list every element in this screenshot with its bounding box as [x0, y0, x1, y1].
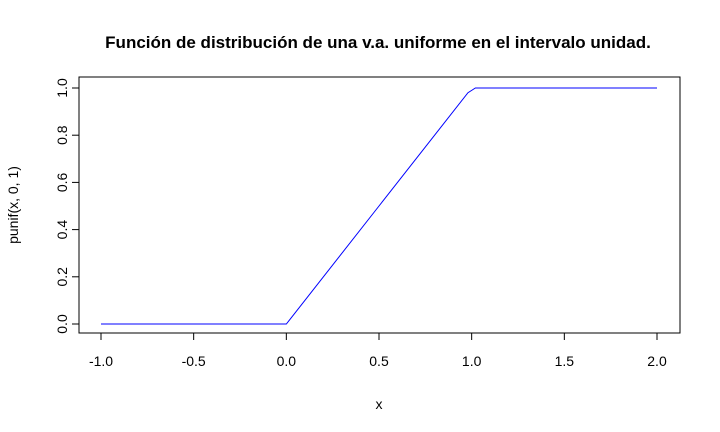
y-axis-label: punif(x, 0, 1): [5, 166, 21, 244]
x-axis: -1.0 -0.5 0.0 0.5 1.0 1.5 2.0: [89, 332, 667, 369]
x-tick-label: 1.0: [462, 353, 482, 369]
chart-title: Función de distribución de una v.a. unif…: [105, 33, 651, 52]
y-tick-label: 0.2: [54, 267, 70, 287]
x-tick-label: 0.0: [277, 353, 297, 369]
y-tick-label: 0.6: [54, 172, 70, 192]
x-tick-label: -0.5: [182, 353, 206, 369]
x-axis-label: x: [376, 396, 383, 412]
y-tick-label: 0.8: [54, 125, 70, 145]
x-tick-label: 1.5: [555, 353, 575, 369]
x-tick-label: -1.0: [89, 353, 113, 369]
y-tick-label: 0.0: [54, 314, 70, 334]
series-layer: [101, 87, 657, 325]
y-axis: 0.0 0.2 0.4 0.6 0.8 1.0: [54, 78, 80, 334]
y-tick-label: 1.0: [54, 78, 70, 98]
x-tick-label: 0.5: [369, 353, 389, 369]
x-tick-label: 2.0: [647, 353, 667, 369]
y-tick-label: 0.4: [54, 220, 70, 240]
series-line: [101, 87, 657, 325]
